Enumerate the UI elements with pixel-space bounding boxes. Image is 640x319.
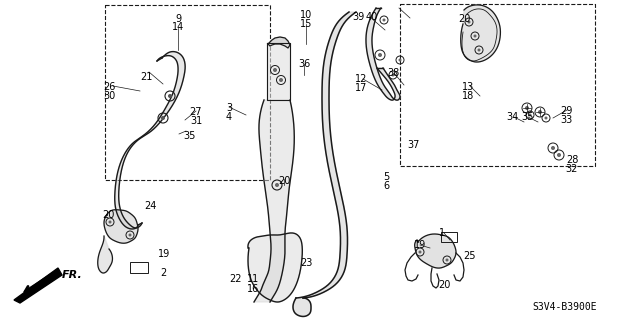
Text: 29: 29 <box>560 106 572 116</box>
Circle shape <box>445 258 449 262</box>
Polygon shape <box>14 268 62 303</box>
Circle shape <box>419 250 422 254</box>
Text: 33: 33 <box>560 115 572 125</box>
Text: 23: 23 <box>300 258 312 268</box>
Bar <box>105 5 270 180</box>
Polygon shape <box>98 236 113 273</box>
Polygon shape <box>248 233 302 302</box>
Polygon shape <box>115 52 185 229</box>
Text: 21: 21 <box>140 72 152 82</box>
Text: 30: 30 <box>103 91 115 101</box>
Text: 18: 18 <box>462 91 474 101</box>
Text: 19: 19 <box>414 240 426 250</box>
Circle shape <box>477 48 481 51</box>
Polygon shape <box>366 8 400 100</box>
Circle shape <box>399 58 401 62</box>
Polygon shape <box>461 5 500 62</box>
Circle shape <box>275 183 279 187</box>
Circle shape <box>161 116 165 120</box>
Text: 22: 22 <box>230 274 243 284</box>
Bar <box>441 232 457 242</box>
Text: 16: 16 <box>247 284 259 294</box>
Text: FR.: FR. <box>62 270 83 280</box>
Polygon shape <box>293 12 356 316</box>
Circle shape <box>129 234 131 236</box>
Circle shape <box>529 114 531 116</box>
Text: 32: 32 <box>566 164 578 174</box>
Text: 35: 35 <box>521 112 533 122</box>
Text: 11: 11 <box>247 274 259 284</box>
Text: S3V4-B3900E: S3V4-B3900E <box>532 302 597 312</box>
Text: 5: 5 <box>383 172 389 182</box>
Text: 12: 12 <box>355 74 367 84</box>
Text: 15: 15 <box>300 19 312 29</box>
Circle shape <box>273 68 277 72</box>
Circle shape <box>551 146 555 150</box>
Text: 39: 39 <box>352 12 364 22</box>
Polygon shape <box>268 37 290 48</box>
Polygon shape <box>267 43 290 100</box>
Circle shape <box>168 94 172 98</box>
Text: 9: 9 <box>175 14 181 24</box>
Text: 25: 25 <box>464 251 476 261</box>
Text: 34: 34 <box>506 112 518 122</box>
Text: 17: 17 <box>355 83 367 93</box>
Bar <box>130 262 148 273</box>
Text: 1: 1 <box>439 228 445 238</box>
Text: 28: 28 <box>566 155 578 165</box>
Circle shape <box>392 73 394 77</box>
Text: 37: 37 <box>407 140 419 150</box>
Circle shape <box>557 153 561 157</box>
Circle shape <box>474 34 477 38</box>
Text: 19: 19 <box>158 249 170 259</box>
Text: 3: 3 <box>226 103 232 113</box>
Circle shape <box>467 20 470 24</box>
Text: 40: 40 <box>366 12 378 22</box>
Text: 26: 26 <box>103 82 115 92</box>
Polygon shape <box>254 100 294 302</box>
Text: 20: 20 <box>102 210 114 220</box>
Text: 31: 31 <box>190 116 202 126</box>
Text: 35: 35 <box>183 131 195 141</box>
Circle shape <box>109 220 111 224</box>
Text: 13: 13 <box>462 82 474 92</box>
Text: 10: 10 <box>300 10 312 20</box>
Bar <box>400 4 595 166</box>
Circle shape <box>279 78 283 82</box>
Text: 20: 20 <box>458 14 470 24</box>
Text: 14: 14 <box>172 22 184 32</box>
Text: 38: 38 <box>387 68 399 78</box>
Text: 27: 27 <box>189 107 202 117</box>
Text: 20: 20 <box>438 280 450 290</box>
Circle shape <box>545 116 547 120</box>
Circle shape <box>383 19 385 21</box>
Text: 20: 20 <box>278 176 290 186</box>
Polygon shape <box>104 210 138 243</box>
Polygon shape <box>415 234 456 268</box>
Circle shape <box>525 106 529 110</box>
Text: 2: 2 <box>160 268 166 278</box>
Text: 36: 36 <box>298 59 310 69</box>
Circle shape <box>538 110 542 114</box>
Text: 4: 4 <box>226 112 232 122</box>
Text: 6: 6 <box>383 181 389 191</box>
Text: 24: 24 <box>144 201 156 211</box>
Circle shape <box>378 53 382 57</box>
